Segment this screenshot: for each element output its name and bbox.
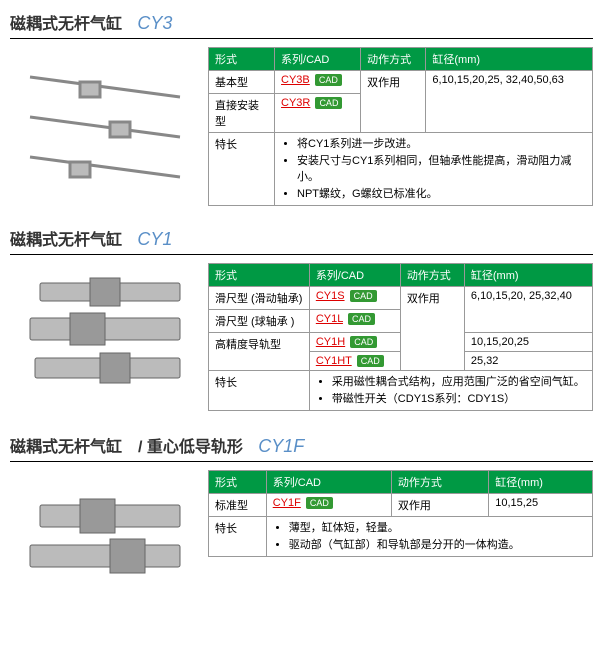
section-title: 磁耦式无杆气缸 / 重心低导轨形 CY1F <box>10 433 593 462</box>
col-header: 系列/CAD <box>266 471 391 494</box>
series-cell: CY1HT CAD <box>309 352 400 371</box>
title-text: 磁耦式无杆气缸 / 重心低导轨形 <box>10 439 243 456</box>
feature-label: 特长 <box>209 371 310 411</box>
feature-item: 将CY1系列进一步改进。 <box>297 136 586 153</box>
series-cell: CY3B CAD <box>275 71 361 94</box>
col-header: 缸径(mm) <box>426 48 593 71</box>
section-title: 磁耦式无杆气缸 CY3 <box>10 10 593 39</box>
col-header: 动作方式 <box>361 48 426 71</box>
spec-table-wrap: 形式系列/CAD动作方式缸径(mm)基本型CY3B CAD双作用6,10,15,… <box>208 47 593 206</box>
product-image <box>10 263 200 413</box>
col-header: 系列/CAD <box>309 264 400 287</box>
spec-table-wrap: 形式系列/CAD动作方式缸径(mm)滑尺型 (滑动轴承)CY1S CAD双作用6… <box>208 263 593 413</box>
title-code: CY1 <box>137 229 172 249</box>
col-header: 动作方式 <box>391 471 488 494</box>
product-image <box>10 470 200 620</box>
series-link[interactable]: CY1L <box>316 313 343 325</box>
spec-table: 形式系列/CAD动作方式缸径(mm)标准型CY1F CAD双作用10,15,25… <box>208 470 593 557</box>
feature-item: NPT螺纹，G螺纹已标准化。 <box>297 186 586 203</box>
spec-table: 形式系列/CAD动作方式缸径(mm)滑尺型 (滑动轴承)CY1S CAD双作用6… <box>208 263 593 411</box>
series-cell: CY1F CAD <box>266 494 391 517</box>
type-cell: 滑尺型 (滑动轴承) <box>209 287 310 310</box>
cad-badge[interactable]: CAD <box>350 336 377 348</box>
type-cell: 直接安装型 <box>209 94 275 133</box>
feature-item: 带磁性开关（CDY1S系列：CDY1S） <box>332 391 586 408</box>
series-cell: CY3R CAD <box>275 94 361 133</box>
feature-item: 薄型，缸体短，轻量。 <box>289 520 586 537</box>
series-link[interactable]: CY1S <box>316 290 345 302</box>
col-header: 缸径(mm) <box>489 471 593 494</box>
title-code: CY1F <box>258 436 304 456</box>
spec-table: 形式系列/CAD动作方式缸径(mm)基本型CY3B CAD双作用6,10,15,… <box>208 47 593 206</box>
action-cell: 双作用 <box>400 287 464 371</box>
bore-cell: 10,15,25 <box>489 494 593 517</box>
series-cell: CY1H CAD <box>309 333 400 352</box>
type-cell: 基本型 <box>209 71 275 94</box>
series-link[interactable]: CY3R <box>281 97 310 109</box>
series-cell: CY1L CAD <box>309 310 400 333</box>
cad-badge[interactable]: CAD <box>357 355 384 367</box>
feature-label: 特长 <box>209 133 275 206</box>
feature-list: 将CY1系列进一步改进。安装尺寸与CY1系列相同，但轴承性能提高，滑动阻力减小。… <box>275 133 593 206</box>
title-text: 磁耦式无杆气缸 <box>10 16 122 33</box>
type-cell: 标准型 <box>209 494 267 517</box>
bore-cell: 25,32 <box>464 352 592 371</box>
product-image <box>10 47 200 197</box>
type-cell: 滑尺型 (球轴承 ) <box>209 310 310 333</box>
series-link[interactable]: CY1H <box>316 336 345 348</box>
action-cell: 双作用 <box>391 494 488 517</box>
spec-table-wrap: 形式系列/CAD动作方式缸径(mm)标准型CY1F CAD双作用10,15,25… <box>208 470 593 620</box>
col-header: 形式 <box>209 471 267 494</box>
col-header: 动作方式 <box>400 264 464 287</box>
title-text: 磁耦式无杆气缸 <box>10 232 122 249</box>
title-code: CY3 <box>137 13 172 33</box>
bore-cell: 10,15,20,25 <box>464 333 592 352</box>
type-cell: 高精度导轨型 <box>209 333 310 371</box>
series-cell: CY1S CAD <box>309 287 400 310</box>
col-header: 形式 <box>209 264 310 287</box>
feature-list: 采用磁性耦合式结构，应用范围广泛的省空间气缸。带磁性开关（CDY1S系列：CDY… <box>309 371 592 411</box>
col-header: 形式 <box>209 48 275 71</box>
action-cell: 双作用 <box>361 71 426 133</box>
bore-cell: 6,10,15,20, 25,32,40 <box>464 287 592 333</box>
cad-badge[interactable]: CAD <box>348 313 375 325</box>
bore-cell: 6,10,15,20,25, 32,40,50,63 <box>426 71 593 133</box>
feature-item: 安装尺寸与CY1系列相同，但轴承性能提高，滑动阻力减小。 <box>297 153 586 186</box>
series-link[interactable]: CY3B <box>281 74 310 86</box>
cad-badge[interactable]: CAD <box>306 497 333 509</box>
feature-item: 采用磁性耦合式结构，应用范围广泛的省空间气缸。 <box>332 374 586 391</box>
cad-badge[interactable]: CAD <box>350 290 377 302</box>
series-link[interactable]: CY1F <box>273 497 301 509</box>
section-title: 磁耦式无杆气缸 CY1 <box>10 226 593 255</box>
col-header: 缸径(mm) <box>464 264 592 287</box>
series-link[interactable]: CY1HT <box>316 355 352 367</box>
cad-badge[interactable]: CAD <box>315 74 342 86</box>
cad-badge[interactable]: CAD <box>315 97 342 109</box>
col-header: 系列/CAD <box>275 48 361 71</box>
